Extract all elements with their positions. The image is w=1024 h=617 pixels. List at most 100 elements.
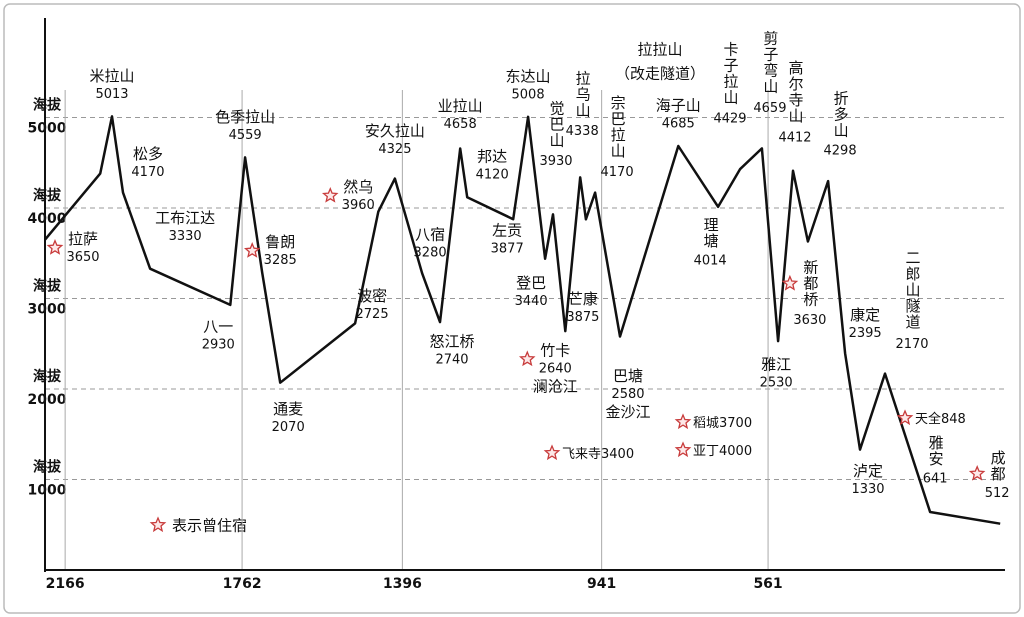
star-marker <box>46 239 64 255</box>
point-label: 工布江达 <box>155 209 215 227</box>
profile-line <box>44 115 1001 525</box>
point-label: 米拉山 <box>89 67 134 85</box>
side-note-name: 稻城 <box>693 416 719 431</box>
side-note: 亚丁4000 <box>693 444 752 459</box>
y-tick-label: 1000 <box>28 483 67 499</box>
star-marker <box>149 516 167 533</box>
side-note-value: 3400 <box>601 447 634 462</box>
side-note-name: 飞来寺 <box>562 447 601 462</box>
y-tick-label: 4000 <box>28 211 67 227</box>
star-marker <box>781 274 799 291</box>
star-marker <box>244 241 261 258</box>
star-marker <box>321 187 339 203</box>
value-label: 4014 <box>694 253 727 268</box>
value-label: 512 <box>985 486 1010 501</box>
value-label: 2740 <box>435 353 468 368</box>
x-tick-label: 1396 <box>383 576 422 592</box>
y-tick-prefix: 海拔 <box>33 278 62 295</box>
value-label: 4685 <box>662 117 695 132</box>
point-label: 二郎山隧道 <box>904 250 922 330</box>
value-label: 3877 <box>491 242 524 257</box>
value-label: 2930 <box>202 337 235 352</box>
value-label: 4429 <box>713 112 746 127</box>
y-tick-label: 5000 <box>28 121 67 137</box>
y-tick-prefix: 海拔 <box>33 187 62 204</box>
value-label: 3630 <box>793 313 826 328</box>
point-label: 竹卡 <box>540 342 570 360</box>
point-label: 雅安 <box>927 435 945 467</box>
value-label: 641 <box>923 471 948 486</box>
point-label: 怒江桥 <box>430 333 475 351</box>
point-label: 觉巴山 <box>548 100 566 148</box>
point-label: 安久拉山 <box>365 122 425 140</box>
point-label: 卡子拉山 <box>722 41 740 105</box>
point-label: 左贡 <box>492 222 522 240</box>
y-tick-prefix: 海拔 <box>33 97 62 114</box>
y-tick-prefix: 海拔 <box>33 459 62 476</box>
value-label: 4559 <box>229 128 262 143</box>
frame <box>3 3 1021 614</box>
point-label: 芒康 <box>568 290 598 308</box>
x-tick-label: 941 <box>587 576 616 592</box>
point-label: 成都 <box>989 450 1007 482</box>
point-label: 剪子弯山 <box>761 30 779 94</box>
x-tick-label: 561 <box>753 576 782 592</box>
point-label: 雅江 <box>761 356 791 374</box>
side-note-name: 亚丁 <box>693 444 719 459</box>
point-label: 海子山 <box>656 97 701 115</box>
y-tick-prefix: 海拔 <box>33 368 62 385</box>
value-label: 4658 <box>444 117 477 132</box>
value-label: 4120 <box>476 168 509 183</box>
value-label: 4170 <box>601 165 634 180</box>
value-label: 4325 <box>378 142 411 157</box>
side-note: 天全848 <box>915 411 966 427</box>
annotation: （改走隧道） <box>615 65 705 83</box>
point-label: 泸定 <box>853 462 883 480</box>
point-label: 宗巴拉山 <box>609 94 627 159</box>
point-label: 新都桥 <box>801 260 819 308</box>
star-marker <box>674 441 692 458</box>
legend-label: 表示曾住宿 <box>172 517 247 535</box>
x-tick-label: 1762 <box>223 576 262 592</box>
value-label: 2725 <box>356 307 389 322</box>
point-label: 八宿 <box>415 226 445 244</box>
point-label: 松多 <box>133 145 163 163</box>
value-label: 2170 <box>895 337 928 352</box>
value-label: 3930 <box>539 154 572 169</box>
value-label: 4298 <box>824 144 857 159</box>
value-label: 3650 <box>66 250 99 265</box>
value-label: 3280 <box>414 246 447 261</box>
value-label: 3285 <box>264 253 297 268</box>
point-label: 色季拉山 <box>215 108 275 126</box>
point-label: 东达山 <box>506 67 551 85</box>
side-note-name: 天全 <box>915 411 941 427</box>
point-label: 高尔寺山 <box>787 60 805 124</box>
point-label: 拉乌山 <box>574 70 592 118</box>
annotation: 拉拉山 <box>637 41 682 59</box>
value-label: 1330 <box>851 482 884 497</box>
value-label: 5008 <box>512 87 545 102</box>
value-label: 2580 <box>611 387 644 402</box>
point-label: 登巴 <box>516 274 546 292</box>
side-note-value: 848 <box>941 412 966 427</box>
star-marker <box>896 409 914 426</box>
point-label: 八一 <box>203 317 233 335</box>
point-label: 拉萨 <box>68 230 98 248</box>
side-note: 稻城3700 <box>693 416 752 431</box>
y-tick-label: 3000 <box>28 302 67 318</box>
side-note-value: 4000 <box>719 444 752 459</box>
value-label: 4412 <box>778 130 811 145</box>
value-label: 2395 <box>849 326 882 341</box>
star-marker <box>518 350 536 367</box>
y-tick-label: 2000 <box>28 392 67 408</box>
value-label: 2640 <box>539 362 572 377</box>
point-label: 波密 <box>357 287 387 305</box>
value-label: 4338 <box>566 124 599 139</box>
point-label: 理塘 <box>702 217 720 249</box>
value-label: 4659 <box>753 101 786 116</box>
point-label: 然乌 <box>343 178 373 196</box>
value-label: 3440 <box>515 294 548 309</box>
star-marker <box>674 413 692 430</box>
point-label: 邦达 <box>477 148 507 166</box>
